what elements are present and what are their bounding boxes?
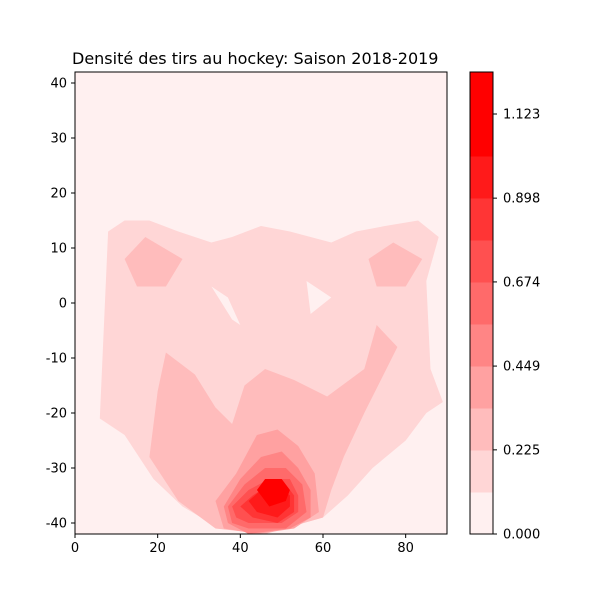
x-tick-label: 20 (149, 541, 166, 556)
colorbar-band (470, 114, 493, 157)
colorbar-band (470, 240, 493, 283)
contour-region-level-0 (306, 281, 332, 314)
y-tick-label: 10 (50, 242, 67, 257)
colorbar-band (470, 492, 493, 535)
x-tick-label: 40 (232, 541, 249, 556)
y-tick-label: -40 (46, 517, 67, 532)
contour-region-level-2 (149, 325, 398, 534)
plot-area (74, 71, 448, 535)
y-tick-label: 30 (50, 132, 67, 147)
x-axis-ticks: 0 20 40 60 80 (71, 534, 414, 556)
y-axis-ticks: -40 -30 -20 -10 0 10 20 30 40 (46, 77, 75, 532)
x-tick-label: 60 (315, 541, 332, 556)
colorbar-band (470, 72, 493, 115)
y-tick-label: -20 (46, 407, 67, 422)
x-tick-label: 0 (71, 541, 79, 556)
colorbar-tick-label: 0.225 (503, 443, 540, 458)
colorbar-tick-label: 0.449 (503, 360, 540, 375)
contour-region-level-0 (211, 286, 241, 325)
colorbar-band (470, 156, 493, 199)
contour-region-level-2 (368, 242, 423, 287)
y-tick-label: 0 (59, 297, 67, 312)
colorbar-band (470, 282, 493, 325)
x-tick-label: 80 (397, 541, 414, 556)
colorbar-tick-label: 1.123 (503, 108, 540, 123)
y-tick-label: 20 (50, 187, 67, 202)
colorbar-band (470, 324, 493, 367)
colorbar-band (470, 198, 493, 241)
colorbar-band (470, 408, 493, 451)
colorbar-tick-label: 0.898 (503, 192, 540, 207)
colorbar-tick-label: 0.000 (503, 528, 540, 543)
colorbar-frame (469, 71, 494, 535)
colorbar-band (470, 366, 493, 409)
contour-region-level-9 (256, 479, 290, 507)
colorbar-tick-label: 0.674 (503, 275, 540, 290)
y-tick-label: 40 (50, 77, 67, 92)
contour-region-level-2 (124, 237, 183, 287)
colorbar-band (470, 450, 493, 493)
chart-title: Densité des tirs au hockey: Saison 2018-… (72, 49, 438, 68)
colorbar: 0.000 0.225 0.449 0.674 0.898 1.123 (469, 71, 540, 543)
y-tick-label: -10 (46, 352, 67, 367)
y-tick-label: -30 (46, 462, 67, 477)
contour-fills (99, 220, 443, 534)
